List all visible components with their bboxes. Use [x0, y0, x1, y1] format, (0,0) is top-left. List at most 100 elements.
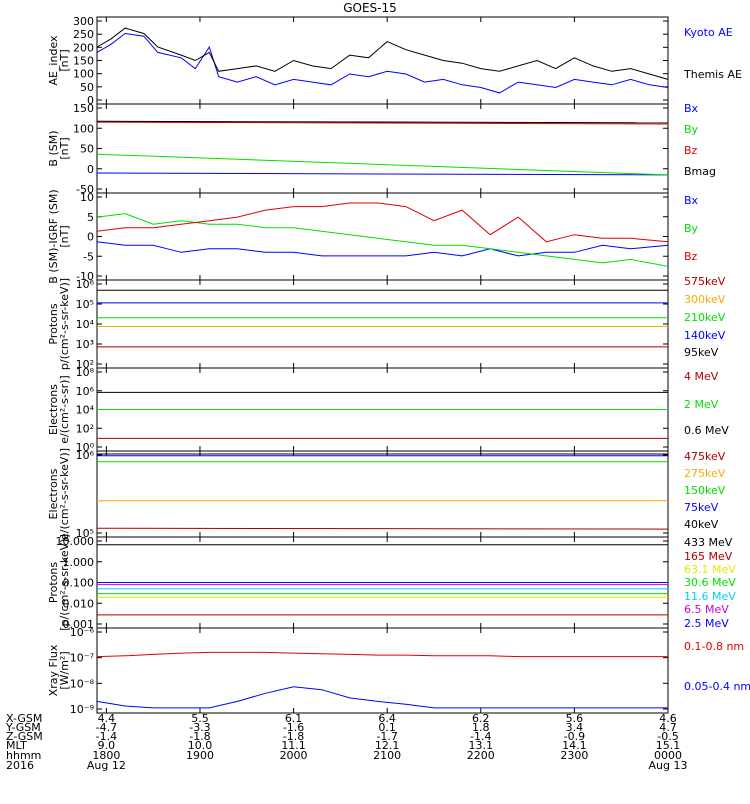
y-tick-label: 50: [80, 143, 94, 156]
ephemeris-value: Aug 12: [87, 759, 126, 772]
y-tick-label: 10⁵: [76, 298, 94, 311]
y-tick-label: 10⁰: [76, 441, 95, 454]
ephemeris-row-label: Y-GSM: [5, 721, 41, 734]
ephemeris-value: 1.8: [472, 721, 490, 734]
panel-frame-3: [96, 279, 669, 369]
ephemeris-value: 14.1: [562, 739, 587, 752]
y-tick-label: 10⁸: [76, 366, 95, 379]
ephemeris-value: -1.6: [283, 721, 304, 734]
ephemeris-value: -1.7: [376, 730, 397, 743]
legend-entry: Bz: [684, 144, 698, 157]
ephemeris-row-label: X-GSM: [6, 712, 42, 725]
y-axis-label: AE_index: [47, 35, 60, 86]
y-tick-label: 10⁴: [76, 404, 95, 417]
legend-entry: 30.6 MeV: [684, 576, 736, 589]
ephemeris-value: 1800: [92, 749, 120, 762]
series-line-475kev: [96, 527, 669, 530]
y-axis-label: p/(cm²-s-sr-keV)]: [58, 278, 71, 370]
ephemeris-value: 15.1: [656, 739, 681, 752]
ephemeris-value: 11.1: [281, 739, 306, 752]
y-axis-label: [p/(cm²-s-sr-keV)]: [58, 534, 71, 631]
ephemeris-value: 6.1: [285, 712, 303, 725]
panel-frame-2: [96, 192, 669, 281]
legend-entry: 475keV: [684, 450, 726, 463]
legend-entry: By: [684, 123, 699, 136]
y-tick-label: -10: [76, 270, 94, 283]
y-axis-label: [W/m²]: [58, 651, 71, 689]
y-tick-label: 10: [80, 191, 94, 204]
y-tick-label: 1.000: [63, 556, 95, 569]
y-tick-label: 0.100: [63, 577, 95, 590]
y-axis-label: e/(cm²-s-sr-keV)]: [58, 448, 71, 540]
panel-frame-7: [96, 627, 669, 714]
y-axis-label: Protons: [47, 562, 60, 603]
legend-entry: 63.1 MeV: [684, 563, 736, 576]
legend-entry: 6.5 MeV: [684, 603, 729, 616]
y-tick-label: 150: [73, 102, 94, 115]
series-line-bx: [96, 241, 669, 257]
y-tick-label: 10⁵: [76, 527, 94, 540]
legend-entry: 0.6 MeV: [684, 424, 729, 437]
ephemeris-value: 12.1: [375, 739, 400, 752]
ephemeris-value: 13.1: [469, 739, 494, 752]
legend-entry: 300keV: [684, 293, 726, 306]
ephemeris-value: -1.8: [189, 730, 210, 743]
ephemeris-value: 6.4: [378, 712, 396, 725]
legend-entry: 2.5 MeV: [684, 617, 729, 630]
y-tick-label: 300: [73, 15, 94, 28]
y-axis-label: B (SM): [47, 130, 60, 166]
ephemeris-value: 2000: [280, 749, 308, 762]
y-tick-label: 0.010: [63, 597, 95, 610]
ephemeris-value: 3.4: [566, 721, 584, 734]
legend-entry: By: [684, 222, 699, 235]
panel-frame-5: [96, 450, 669, 538]
ephemeris-row-label: hhmm: [6, 749, 41, 762]
y-axis-label: Electrons: [47, 468, 60, 519]
y-axis-label: [nT]: [58, 49, 71, 71]
y-tick-label: 150: [73, 55, 94, 68]
y-axis-label: e/(cm²-s-sr)]: [58, 375, 71, 443]
y-tick-label: 0: [87, 163, 94, 176]
series-line-bz: [96, 121, 669, 125]
ephemeris-value: 6.2: [472, 712, 490, 725]
y-tick-label: 10⁶: [76, 449, 95, 462]
y-tick-label: 10²: [76, 358, 94, 371]
y-tick-label: 0.001: [63, 618, 95, 631]
y-axis-label: [nT]: [58, 137, 71, 159]
legend-entry: 140keV: [684, 329, 726, 342]
y-axis-label: Electrons: [47, 384, 60, 435]
series-line-0-1-0-8-nm: [96, 651, 668, 658]
legend-entry: Themis AE: [683, 68, 742, 81]
legend-entry: 433 MeV: [684, 536, 733, 549]
ephemeris-value: 0.1: [378, 721, 396, 734]
ephemeris-value: -1.4: [470, 730, 491, 743]
y-axis-label: Xray Flux: [47, 644, 60, 696]
plot-title: GOES-15: [343, 1, 397, 15]
y-tick-label: 0: [87, 231, 94, 244]
ephemeris-value: 0000: [654, 749, 682, 762]
series-line-bmag: [96, 120, 669, 124]
series-line-bz: [96, 202, 669, 243]
y-tick-label: 250: [73, 28, 94, 41]
ephemeris-row-label: MLT: [6, 739, 27, 752]
legend-entry: 95keV: [684, 346, 719, 359]
y-tick-label: 100: [73, 68, 94, 81]
legend-entry: Bz: [684, 250, 698, 263]
legend-entry: Kyoto AE: [684, 26, 733, 39]
legend-entry: 150keV: [684, 484, 726, 497]
y-tick-label: -5: [83, 250, 94, 263]
legend-entry: 4 MeV: [684, 370, 719, 383]
series-line-by: [96, 153, 669, 176]
ephemeris-row-label: 2016: [6, 759, 34, 772]
y-tick-label: -50: [76, 183, 94, 196]
y-tick-label: 10⁶: [76, 385, 95, 398]
y-tick-label: 10²: [76, 422, 94, 435]
legend-entry: Bx: [684, 194, 699, 207]
y-tick-label: 200: [73, 41, 94, 54]
series-line-themis-ae: [96, 27, 669, 80]
legend-entry: 40keV: [684, 518, 719, 531]
ephemeris-value: Aug 13: [649, 759, 688, 772]
legend-entry: 2 MeV: [684, 398, 719, 411]
